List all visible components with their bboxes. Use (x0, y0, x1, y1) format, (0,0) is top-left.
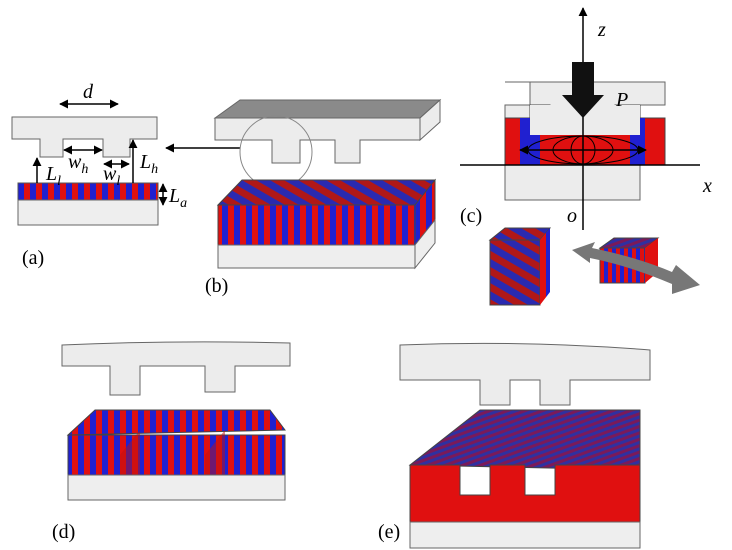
label-part: L (139, 151, 151, 173)
mold-top (215, 100, 440, 118)
panel-b: (b) (205, 100, 440, 297)
panel-c: z P x o (c) (460, 8, 712, 305)
label-part: w (103, 163, 117, 185)
label-part: L (45, 163, 57, 185)
mold-front (215, 118, 420, 163)
label-part: l (57, 174, 61, 189)
label-part: h (81, 162, 88, 177)
film-top (68, 410, 285, 435)
block-front (490, 240, 540, 305)
label-lh: Lh (139, 151, 158, 177)
substrate (68, 475, 285, 500)
mold (12, 117, 157, 157)
label-p: P (615, 89, 628, 111)
label-part: a (180, 196, 187, 211)
panel-label: (e) (378, 521, 400, 543)
panel-d: (d) (52, 342, 290, 543)
panel-a: d Ll Lh wh wl La (a) (12, 81, 187, 269)
label-part: h (151, 162, 158, 177)
film (18, 183, 158, 200)
film-top (218, 180, 435, 205)
panel-label: (c) (460, 205, 482, 227)
film-front (68, 435, 285, 475)
label-part: l (116, 174, 120, 189)
film-front (218, 205, 415, 245)
label-o: o (567, 205, 577, 227)
film-top (410, 410, 640, 470)
label-part: w (68, 151, 82, 173)
film-front (410, 465, 640, 522)
panel-label: (b) (205, 275, 228, 297)
substrate (18, 200, 158, 225)
label-wh: wh (68, 151, 88, 177)
label-x: x (702, 175, 712, 197)
block-top (490, 228, 550, 240)
substrate (218, 245, 415, 268)
mold (62, 342, 290, 395)
panel-label: (a) (22, 247, 44, 269)
block-side (540, 228, 550, 305)
substrate (410, 522, 640, 548)
mold (400, 343, 650, 405)
label-part: L (168, 185, 180, 207)
panel-e: (e) (378, 343, 650, 548)
label-la: La (168, 185, 187, 211)
label-z: z (597, 19, 606, 41)
label-d: d (83, 81, 94, 103)
figure: d Ll Lh wh wl La (a) (b) z P x o (c) (d) (0, 0, 732, 550)
panel-label: (d) (52, 521, 75, 543)
